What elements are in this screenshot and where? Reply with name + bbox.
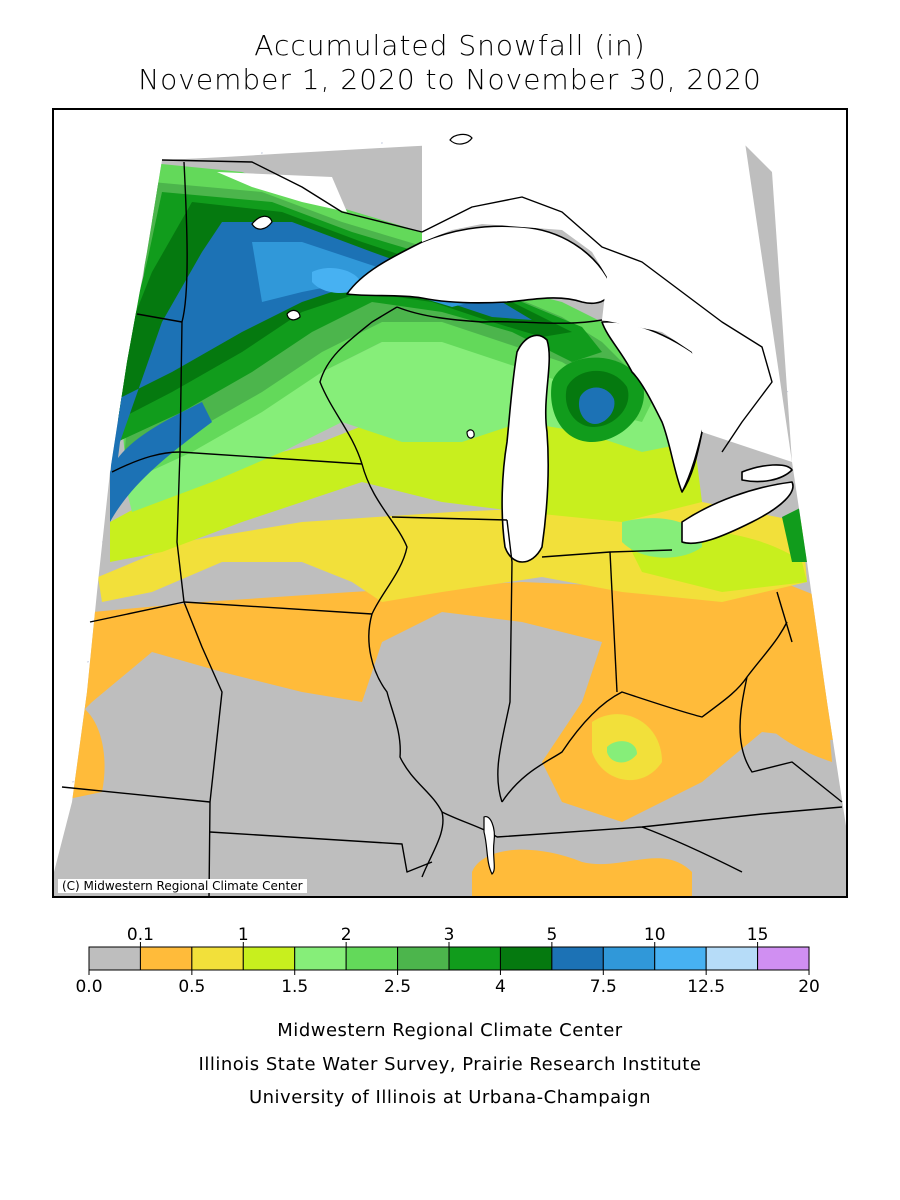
lake-ontario bbox=[741, 464, 793, 483]
legend-top-label: 5 bbox=[546, 925, 557, 945]
islands bbox=[251, 133, 495, 875]
legend-top-label: 0.1 bbox=[127, 925, 154, 945]
legend-swatch-2 bbox=[191, 946, 244, 971]
legend-top-label: 15 bbox=[747, 925, 769, 945]
map-credit: (C) Midwestern Regional Climate Center bbox=[58, 879, 307, 893]
legend-bottom-label: 7.5 bbox=[590, 977, 617, 997]
legend-swatch-11 bbox=[654, 946, 707, 971]
legend-swatch-4 bbox=[294, 946, 347, 971]
legend-top-label: 2 bbox=[341, 925, 352, 945]
band-3-4-oh bbox=[782, 507, 807, 562]
legend-swatch-13 bbox=[757, 946, 810, 971]
footer-university: University of Illinois at Urbana-Champai… bbox=[248, 1087, 652, 1108]
legend-bottom-label: 2.5 bbox=[384, 977, 411, 997]
great-lakes bbox=[346, 225, 794, 563]
map-title: Accumulated Snowfall (in) bbox=[254, 29, 646, 62]
outside-domain bbox=[217, 122, 792, 462]
legend-bottom-label: 0.5 bbox=[178, 977, 205, 997]
legend-swatch-10 bbox=[602, 946, 656, 971]
map-subtitle: November 1, 2020 to November 30, 2020 bbox=[138, 63, 762, 96]
band-5-7.5 bbox=[110, 222, 532, 522]
band-1.5-2-ky bbox=[607, 741, 637, 763]
legend-bottom-label: 4 bbox=[495, 977, 506, 997]
legend-top-label: 10 bbox=[644, 925, 666, 945]
lake-of-the-woods bbox=[251, 215, 273, 230]
legend-bottom-label: 20 bbox=[798, 977, 820, 997]
legend-bottom-label: 0.0 bbox=[75, 977, 102, 997]
legend-top-label: 1 bbox=[238, 925, 249, 945]
legend-swatch-3 bbox=[242, 946, 296, 971]
footer-org: Midwestern Regional Climate Center bbox=[277, 1020, 623, 1041]
lake-winnebago bbox=[466, 429, 475, 439]
band-0.1-0.5-south bbox=[472, 849, 692, 896]
legend-swatch-6 bbox=[397, 946, 450, 971]
legend-svg: 0.1 1 2 3 5 10 15 0.0 0.5 1.5 2.5 4 7.5 12.5 20 bbox=[75, 925, 820, 997]
band-0.1-0.5-ohio bbox=[752, 652, 832, 762]
legend-swatch-8 bbox=[499, 946, 553, 971]
red-lake bbox=[286, 309, 301, 321]
legend-swatch-5 bbox=[345, 946, 399, 971]
lake-michigan bbox=[501, 334, 551, 563]
legend-swatch-12 bbox=[705, 946, 759, 971]
band-10-12.5 bbox=[312, 267, 362, 294]
color-legend: 0.1 1 2 3 5 10 15 0.0 0.5 1.5 2.5 4 7.5 12.5 20 bbox=[0, 920, 900, 1000]
footer-survey: Illinois State Water Survey, Prairie Res… bbox=[198, 1054, 702, 1075]
legend-swatch-7 bbox=[448, 946, 501, 971]
legend-bottom-label: 1.5 bbox=[281, 977, 308, 997]
isle-royale bbox=[449, 133, 473, 145]
legend-swatch-0 bbox=[88, 946, 141, 971]
kentucky-lake bbox=[483, 816, 495, 875]
lake-erie bbox=[681, 481, 794, 545]
legend-bottom-label: 12.5 bbox=[687, 977, 725, 997]
legend-top-label: 3 bbox=[444, 925, 455, 945]
band-0.5-1-sw bbox=[54, 730, 76, 792]
boundaries bbox=[61, 159, 843, 896]
legend-swatch-1 bbox=[139, 946, 193, 971]
band-5-7.5-nw bbox=[110, 402, 212, 522]
snowfall-map bbox=[52, 108, 848, 898]
legend-swatch-9 bbox=[551, 946, 604, 971]
band-5-7.5-mi bbox=[578, 387, 615, 424]
